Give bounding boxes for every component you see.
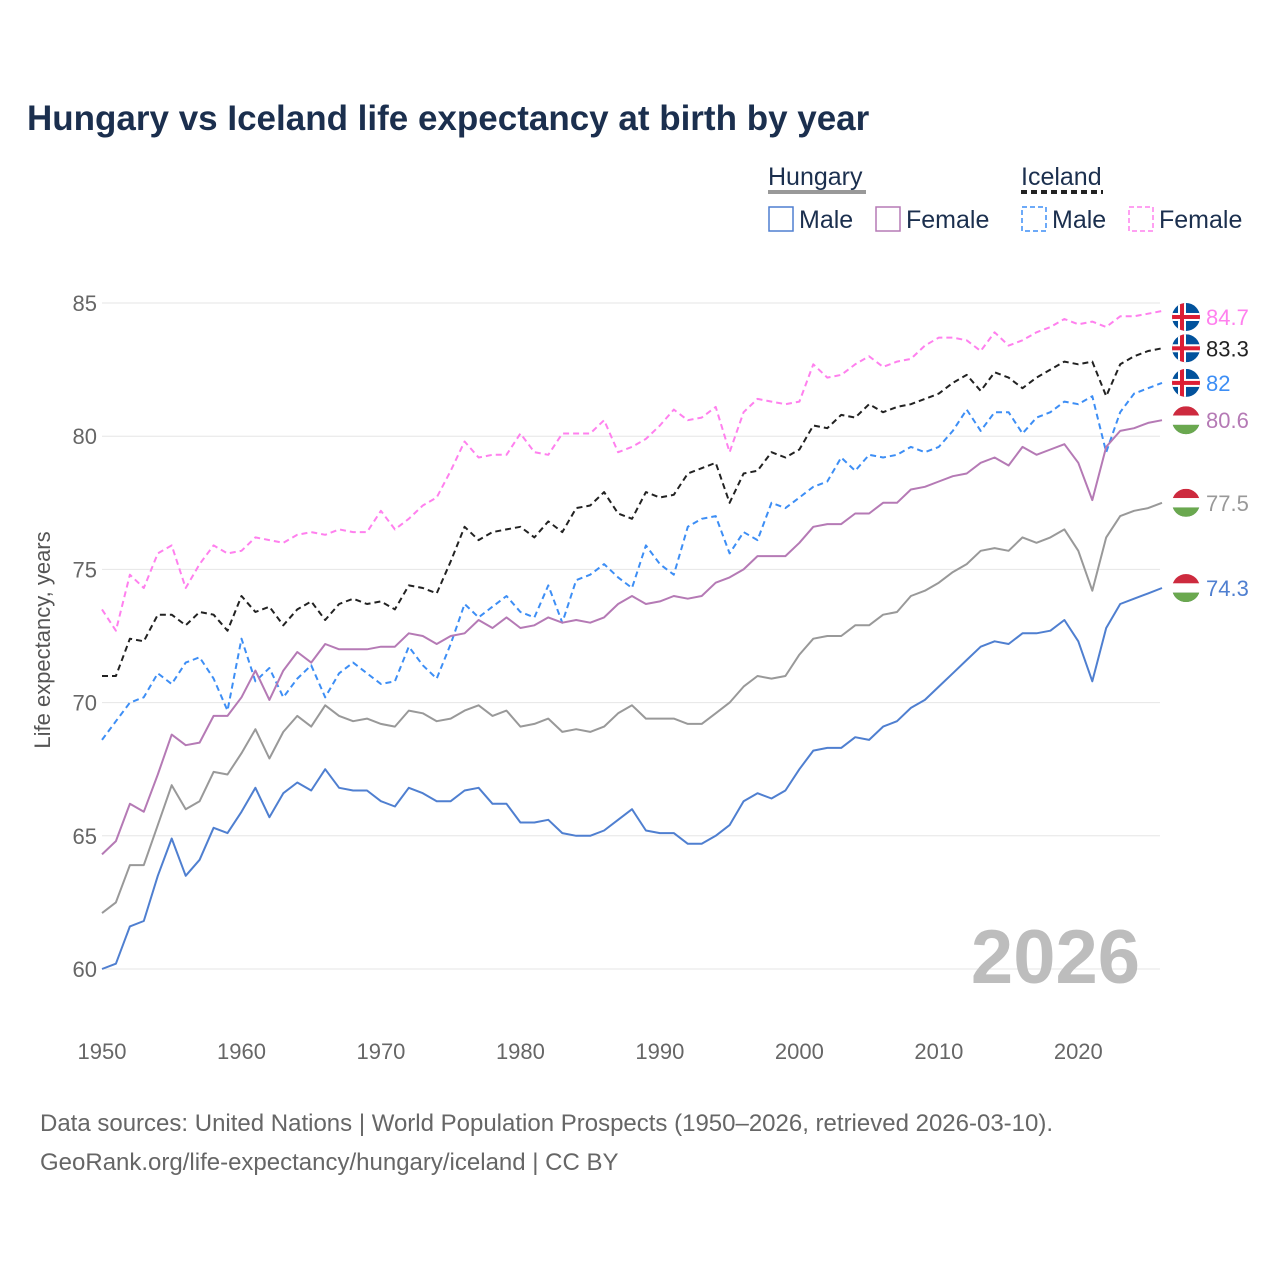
y-tick-label: 70	[73, 691, 97, 716]
end-label-hungary-male: 74.3	[1206, 576, 1249, 601]
legend-iceland-male-swatch	[1021, 206, 1047, 232]
y-tick-label: 80	[73, 424, 97, 449]
series-line-iceland-female	[101, 310, 1163, 632]
flag-hungary-icon	[1172, 488, 1200, 517]
series-lines	[101, 310, 1163, 970]
legend-hungary-female: Female	[906, 206, 989, 234]
end-label-iceland-male: 82	[1206, 371, 1230, 396]
source-line-2: GeoRank.org/life-expectancy/hungary/icel…	[40, 1149, 619, 1176]
y-axis-label: Life expectancy, years	[30, 531, 55, 748]
legend-iceland-female: Female	[1159, 206, 1242, 234]
year-watermark: 2026	[971, 915, 1140, 1000]
x-tick-label: 1970	[356, 1039, 405, 1064]
x-tick-label: 2010	[914, 1039, 963, 1064]
end-label-hungary-total: 77.5	[1206, 491, 1249, 516]
end-label-hungary-female: 80.6	[1206, 408, 1249, 433]
y-tick-label: 60	[73, 957, 97, 982]
x-tick-label: 1980	[496, 1039, 545, 1064]
x-axis-ticks: 1950 1960 1970 1980 1990 2000 2010 2020	[78, 1039, 1103, 1064]
x-tick-label: 2020	[1054, 1039, 1103, 1064]
flag-iceland-icon	[1172, 302, 1200, 331]
series-line-hungary-male	[101, 587, 1163, 970]
flag-iceland-icon	[1172, 334, 1200, 363]
y-axis-ticks: 60 65 70 75 80 85	[73, 291, 97, 982]
y-tick-label: 65	[73, 824, 97, 849]
flag-hungary-icon	[1172, 574, 1200, 603]
end-labels: 84.7 83.3 82 80.6 77.5 74.3	[1172, 302, 1249, 603]
gridlines	[102, 302, 1160, 970]
legend-group-hungary: Hungary	[768, 163, 863, 191]
series-line-iceland-male	[101, 381, 1163, 741]
y-tick-label: 75	[73, 557, 97, 582]
y-tick-label: 85	[73, 291, 97, 316]
end-label-iceland-female: 84.7	[1206, 305, 1249, 330]
x-tick-label: 1960	[217, 1039, 266, 1064]
legend: Hungary Male Female Iceland Male Female	[768, 163, 1242, 234]
legend-iceland-female-swatch	[1128, 206, 1154, 232]
x-tick-label: 2000	[775, 1039, 824, 1064]
flag-iceland-icon	[1172, 368, 1200, 397]
legend-group-iceland: Iceland	[1021, 163, 1102, 191]
flag-hungary-icon	[1172, 406, 1200, 435]
end-label-iceland-total: 83.3	[1206, 336, 1249, 361]
legend-iceland-male: Male	[1052, 206, 1106, 234]
x-tick-label: 1950	[78, 1039, 127, 1064]
legend-hungary-male-swatch	[768, 206, 794, 232]
x-tick-label: 1990	[635, 1039, 684, 1064]
source-line-1: Data sources: United Nations | World Pop…	[40, 1110, 1053, 1137]
series-line-hungary-total	[101, 501, 1163, 914]
legend-hungary-female-swatch	[875, 206, 901, 232]
chart-title: Hungary vs Iceland life expectancy at bi…	[27, 99, 870, 138]
legend-hungary-male: Male	[799, 206, 853, 234]
series-line-hungary-female	[101, 419, 1163, 856]
series-line-iceland-total	[102, 347, 1163, 677]
